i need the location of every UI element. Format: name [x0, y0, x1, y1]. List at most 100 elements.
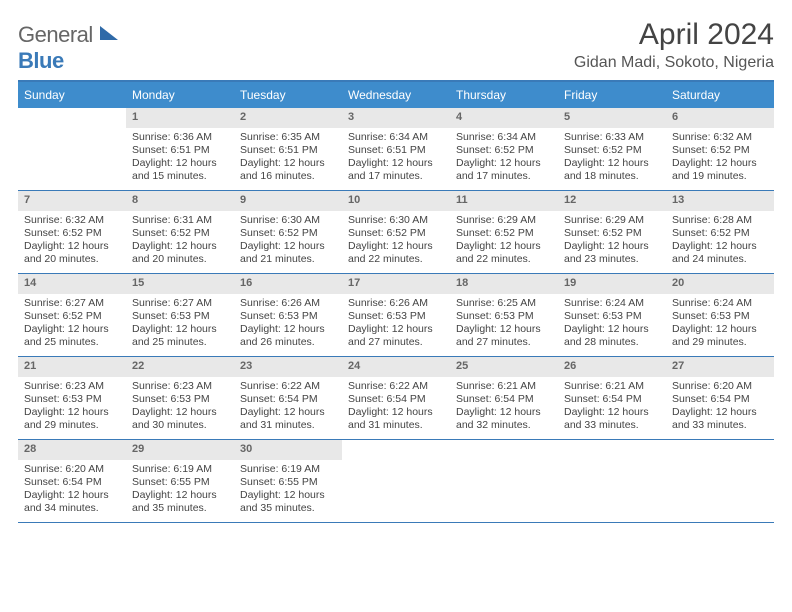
- brand-text: General Blue: [18, 22, 118, 74]
- title-block: April 2024 Gidan Madi, Sokoto, Nigeria: [574, 18, 774, 72]
- dow-cell: Monday: [126, 82, 234, 108]
- day-body: Sunrise: 6:19 AMSunset: 6:55 PMDaylight:…: [234, 460, 342, 522]
- day-body: Sunrise: 6:31 AMSunset: 6:52 PMDaylight:…: [126, 211, 234, 273]
- day-cell: 26Sunrise: 6:21 AMSunset: 6:54 PMDayligh…: [558, 357, 666, 439]
- day-body: Sunrise: 6:34 AMSunset: 6:51 PMDaylight:…: [342, 128, 450, 190]
- day-cell: 22Sunrise: 6:23 AMSunset: 6:53 PMDayligh…: [126, 357, 234, 439]
- day-number: 20: [666, 274, 774, 294]
- day-cell: 28Sunrise: 6:20 AMSunset: 6:54 PMDayligh…: [18, 440, 126, 522]
- day-cell: .: [342, 440, 450, 522]
- day-cell: 3Sunrise: 6:34 AMSunset: 6:51 PMDaylight…: [342, 108, 450, 190]
- week-row: 7Sunrise: 6:32 AMSunset: 6:52 PMDaylight…: [18, 191, 774, 274]
- day-number: 17: [342, 274, 450, 294]
- day-cell: 12Sunrise: 6:29 AMSunset: 6:52 PMDayligh…: [558, 191, 666, 273]
- calendar: SundayMondayTuesdayWednesdayThursdayFrid…: [18, 80, 774, 523]
- day-body: Sunrise: 6:19 AMSunset: 6:55 PMDaylight:…: [126, 460, 234, 522]
- day-body: Sunrise: 6:24 AMSunset: 6:53 PMDaylight:…: [558, 294, 666, 356]
- day-cell: 21Sunrise: 6:23 AMSunset: 6:53 PMDayligh…: [18, 357, 126, 439]
- day-body: Sunrise: 6:30 AMSunset: 6:52 PMDaylight:…: [342, 211, 450, 273]
- week-row: 28Sunrise: 6:20 AMSunset: 6:54 PMDayligh…: [18, 440, 774, 523]
- day-number: 19: [558, 274, 666, 294]
- day-cell: 23Sunrise: 6:22 AMSunset: 6:54 PMDayligh…: [234, 357, 342, 439]
- day-body: Sunrise: 6:27 AMSunset: 6:53 PMDaylight:…: [126, 294, 234, 356]
- day-body: Sunrise: 6:22 AMSunset: 6:54 PMDaylight:…: [234, 377, 342, 439]
- day-cell: 5Sunrise: 6:33 AMSunset: 6:52 PMDaylight…: [558, 108, 666, 190]
- day-cell: 11Sunrise: 6:29 AMSunset: 6:52 PMDayligh…: [450, 191, 558, 273]
- day-cell: 20Sunrise: 6:24 AMSunset: 6:53 PMDayligh…: [666, 274, 774, 356]
- day-body: Sunrise: 6:21 AMSunset: 6:54 PMDaylight:…: [558, 377, 666, 439]
- day-body: Sunrise: 6:29 AMSunset: 6:52 PMDaylight:…: [558, 211, 666, 273]
- day-body: Sunrise: 6:27 AMSunset: 6:52 PMDaylight:…: [18, 294, 126, 356]
- day-cell: 9Sunrise: 6:30 AMSunset: 6:52 PMDaylight…: [234, 191, 342, 273]
- location: Gidan Madi, Sokoto, Nigeria: [574, 54, 774, 72]
- day-body: Sunrise: 6:25 AMSunset: 6:53 PMDaylight:…: [450, 294, 558, 356]
- day-cell: 15Sunrise: 6:27 AMSunset: 6:53 PMDayligh…: [126, 274, 234, 356]
- week-row: 21Sunrise: 6:23 AMSunset: 6:53 PMDayligh…: [18, 357, 774, 440]
- day-body: Sunrise: 6:33 AMSunset: 6:52 PMDaylight:…: [558, 128, 666, 190]
- day-cell: 2Sunrise: 6:35 AMSunset: 6:51 PMDaylight…: [234, 108, 342, 190]
- dow-cell: Friday: [558, 82, 666, 108]
- day-number: 10: [342, 191, 450, 211]
- day-body: Sunrise: 6:28 AMSunset: 6:52 PMDaylight:…: [666, 211, 774, 273]
- day-cell: 25Sunrise: 6:21 AMSunset: 6:54 PMDayligh…: [450, 357, 558, 439]
- dow-row: SundayMondayTuesdayWednesdayThursdayFrid…: [18, 82, 774, 108]
- dow-cell: Tuesday: [234, 82, 342, 108]
- day-cell: 13Sunrise: 6:28 AMSunset: 6:52 PMDayligh…: [666, 191, 774, 273]
- day-cell: 6Sunrise: 6:32 AMSunset: 6:52 PMDaylight…: [666, 108, 774, 190]
- dow-cell: Thursday: [450, 82, 558, 108]
- month-title: April 2024: [574, 18, 774, 52]
- day-number: 7: [18, 191, 126, 211]
- day-cell: 1Sunrise: 6:36 AMSunset: 6:51 PMDaylight…: [126, 108, 234, 190]
- day-body: Sunrise: 6:22 AMSunset: 6:54 PMDaylight:…: [342, 377, 450, 439]
- day-number: 16: [234, 274, 342, 294]
- day-number: 27: [666, 357, 774, 377]
- day-cell: 8Sunrise: 6:31 AMSunset: 6:52 PMDaylight…: [126, 191, 234, 273]
- brand-logo: General Blue: [18, 18, 118, 74]
- dow-cell: Wednesday: [342, 82, 450, 108]
- day-body: Sunrise: 6:35 AMSunset: 6:51 PMDaylight:…: [234, 128, 342, 190]
- day-number: 1: [126, 108, 234, 128]
- day-number: 15: [126, 274, 234, 294]
- day-body: Sunrise: 6:26 AMSunset: 6:53 PMDaylight:…: [342, 294, 450, 356]
- day-cell: .: [18, 108, 126, 190]
- day-body: Sunrise: 6:36 AMSunset: 6:51 PMDaylight:…: [126, 128, 234, 190]
- day-body: Sunrise: 6:21 AMSunset: 6:54 PMDaylight:…: [450, 377, 558, 439]
- day-cell: 4Sunrise: 6:34 AMSunset: 6:52 PMDaylight…: [450, 108, 558, 190]
- day-body: Sunrise: 6:32 AMSunset: 6:52 PMDaylight:…: [666, 128, 774, 190]
- day-cell: 18Sunrise: 6:25 AMSunset: 6:53 PMDayligh…: [450, 274, 558, 356]
- day-number: 12: [558, 191, 666, 211]
- day-number: 9: [234, 191, 342, 211]
- day-body: Sunrise: 6:26 AMSunset: 6:53 PMDaylight:…: [234, 294, 342, 356]
- day-body: Sunrise: 6:29 AMSunset: 6:52 PMDaylight:…: [450, 211, 558, 273]
- day-number: 30: [234, 440, 342, 460]
- day-number: 26: [558, 357, 666, 377]
- day-number: 25: [450, 357, 558, 377]
- day-number: 11: [450, 191, 558, 211]
- day-number: 6: [666, 108, 774, 128]
- day-body: Sunrise: 6:30 AMSunset: 6:52 PMDaylight:…: [234, 211, 342, 273]
- day-body: Sunrise: 6:34 AMSunset: 6:52 PMDaylight:…: [450, 128, 558, 190]
- day-body: Sunrise: 6:20 AMSunset: 6:54 PMDaylight:…: [666, 377, 774, 439]
- day-cell: 10Sunrise: 6:30 AMSunset: 6:52 PMDayligh…: [342, 191, 450, 273]
- day-number: 8: [126, 191, 234, 211]
- day-cell: 14Sunrise: 6:27 AMSunset: 6:52 PMDayligh…: [18, 274, 126, 356]
- day-number: 5: [558, 108, 666, 128]
- day-number: 29: [126, 440, 234, 460]
- flag-icon: [100, 26, 118, 40]
- header: General Blue April 2024 Gidan Madi, Soko…: [18, 18, 774, 74]
- brand-part2: Blue: [18, 48, 64, 73]
- day-number: 4: [450, 108, 558, 128]
- day-cell: 17Sunrise: 6:26 AMSunset: 6:53 PMDayligh…: [342, 274, 450, 356]
- day-number: 18: [450, 274, 558, 294]
- day-number: 2: [234, 108, 342, 128]
- day-number: 13: [666, 191, 774, 211]
- day-cell: .: [558, 440, 666, 522]
- day-cell: 16Sunrise: 6:26 AMSunset: 6:53 PMDayligh…: [234, 274, 342, 356]
- day-body: Sunrise: 6:23 AMSunset: 6:53 PMDaylight:…: [18, 377, 126, 439]
- dow-cell: Saturday: [666, 82, 774, 108]
- day-number: 24: [342, 357, 450, 377]
- day-body: Sunrise: 6:24 AMSunset: 6:53 PMDaylight:…: [666, 294, 774, 356]
- day-body: Sunrise: 6:32 AMSunset: 6:52 PMDaylight:…: [18, 211, 126, 273]
- day-body: Sunrise: 6:20 AMSunset: 6:54 PMDaylight:…: [18, 460, 126, 522]
- day-cell: 19Sunrise: 6:24 AMSunset: 6:53 PMDayligh…: [558, 274, 666, 356]
